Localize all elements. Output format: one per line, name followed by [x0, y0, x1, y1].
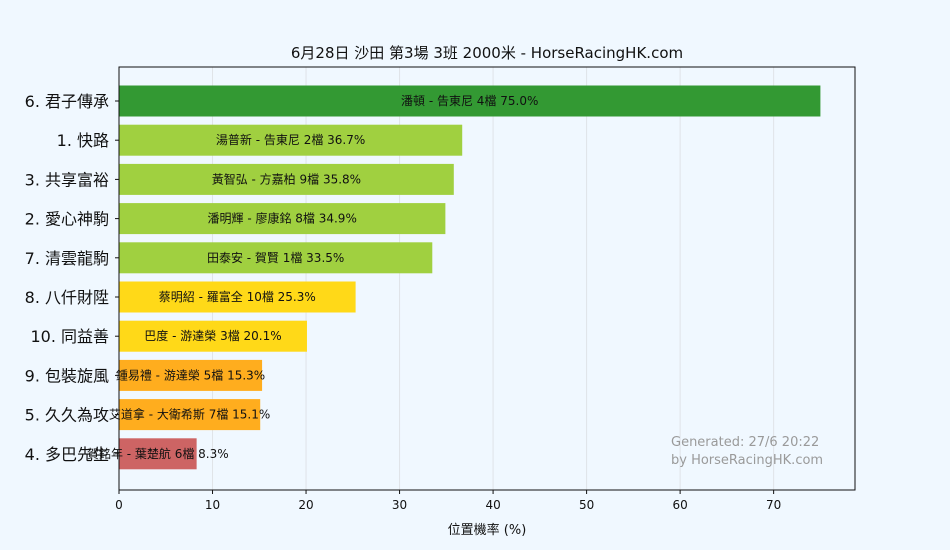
- bar: [119, 242, 433, 274]
- bar: [119, 320, 307, 352]
- bar-data-label: 鍾易禮 - 游達榮 5檔 15.3%: [116, 368, 265, 382]
- x-tick-label: 10: [205, 498, 220, 512]
- watermark-line-1: Generated: 27/6 20:22: [671, 435, 819, 450]
- x-tick-label: 50: [579, 498, 594, 512]
- chart-title: 6月28日 沙田 第3場 3班 2000米 - HorseRacingHK.co…: [291, 44, 683, 62]
- bar-data-label: 艾道拿 - 大衛希斯 7檔 15.1%: [109, 407, 270, 422]
- bar: [119, 124, 463, 156]
- bar: [119, 359, 263, 391]
- x-axis-ticks: 0 10 20 30 40 50 60 70: [115, 490, 781, 512]
- bar-data-label: 湯普新 - 告東尼 2檔 36.7%: [216, 132, 365, 147]
- bar-labels: 潘頓 - 告東尼 4檔 75.0% 湯普新 - 告東尼 2檔 36.7% 黃智弘 -…: [87, 94, 538, 461]
- bar-data-label: 黃智弘 - 方嘉柏 9檔 35.8%: [212, 171, 361, 186]
- x-tick-label: 60: [672, 498, 687, 512]
- watermark-line-2: by HorseRacingHK.com: [671, 453, 823, 468]
- y-tick-label: 10. 同益善: [30, 327, 109, 346]
- bar-data-label: 潘頓 - 告東尼 4檔 75.0%: [401, 94, 538, 108]
- x-axis-label: 位置機率 (%): [448, 522, 527, 538]
- y-tick-label: 8. 八仟財陞: [25, 288, 109, 307]
- bar: [119, 163, 454, 195]
- bar-data-label: 巴度 - 游達榮 3檔 20.1%: [144, 328, 281, 343]
- bar-data-label: 潘明輝 - 廖康銘 8檔 34.9%: [208, 211, 357, 226]
- y-tick-label: 1. 快路: [57, 131, 109, 150]
- bar-data-label: 賀銘年 - 葉楚航 6檔 8.3%: [87, 446, 229, 461]
- y-tick-label: 3. 共享富裕: [25, 170, 109, 189]
- plot-frame: [118, 66, 856, 491]
- y-tick-label: 5. 久久為攻: [25, 406, 109, 425]
- bar: [119, 85, 821, 117]
- bars: [119, 85, 821, 470]
- bar-data-label: 田泰安 - 賀賢 1檔 33.5%: [207, 250, 344, 265]
- bar: [119, 438, 197, 470]
- x-tick-label: 40: [485, 498, 500, 512]
- y-tick-label: 2. 愛心神駒: [25, 210, 109, 229]
- bar-data-label: 蔡明紹 - 羅富全 10檔 25.3%: [159, 289, 316, 304]
- bar: [119, 281, 356, 313]
- y-tick-label: 6. 君子傳承: [25, 92, 109, 111]
- y-tick-label: 4. 多巴先生: [25, 445, 109, 464]
- x-tick-label: 70: [766, 498, 781, 512]
- y-axis-labels: 6. 君子傳承 1. 快路 3. 共享富裕 2. 愛心神駒 7. 清雲龍駒 8. 八仟財陞…: [25, 92, 119, 464]
- bar: [119, 399, 261, 431]
- x-tick-label: 20: [298, 498, 313, 512]
- x-tick-label: 0: [115, 498, 123, 512]
- y-tick-label: 9. 包裝旋風: [25, 366, 109, 385]
- x-tick-label: 30: [392, 498, 407, 512]
- y-tick-label: 7. 清雲龍駒: [25, 249, 109, 268]
- bar: [119, 203, 446, 235]
